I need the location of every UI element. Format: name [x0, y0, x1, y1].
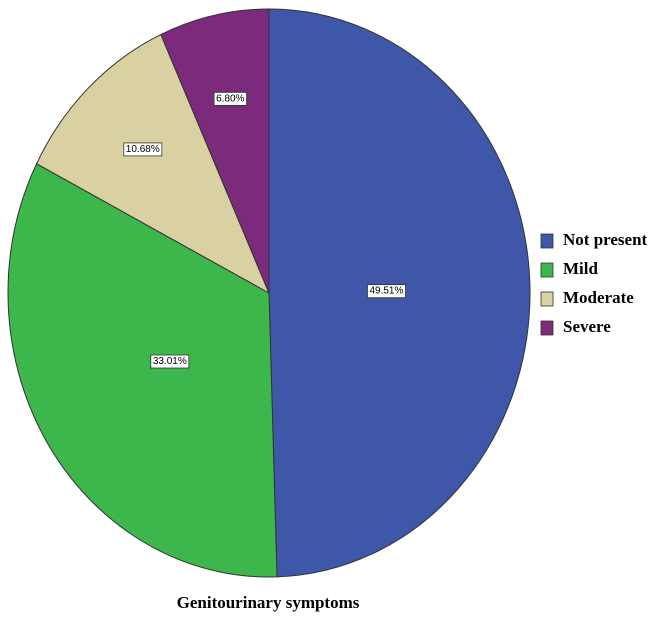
label-box	[213, 91, 247, 106]
label-box	[150, 354, 190, 369]
data-label: 10.68%	[126, 144, 160, 155]
legend-swatch	[540, 233, 554, 249]
label-box	[123, 142, 163, 157]
legend-label: Moderate	[563, 288, 634, 307]
data-label: 33.01%	[153, 356, 187, 367]
data-label: 49.51%	[369, 286, 403, 297]
label-box	[367, 284, 406, 299]
data-label: 6.80%	[216, 93, 244, 104]
legend-label: Mild	[563, 259, 598, 278]
legend-swatch	[540, 262, 554, 278]
legend-label: Severe	[563, 317, 611, 336]
legend-swatch	[540, 291, 554, 307]
pie-slice	[35, 33, 271, 295]
legend-swatch	[540, 320, 554, 336]
legend-label: Not present	[563, 230, 648, 249]
chart-title: Genitourinary symptoms	[177, 593, 360, 612]
pie-slice	[160, 8, 270, 294]
pie-slice	[7, 163, 278, 578]
